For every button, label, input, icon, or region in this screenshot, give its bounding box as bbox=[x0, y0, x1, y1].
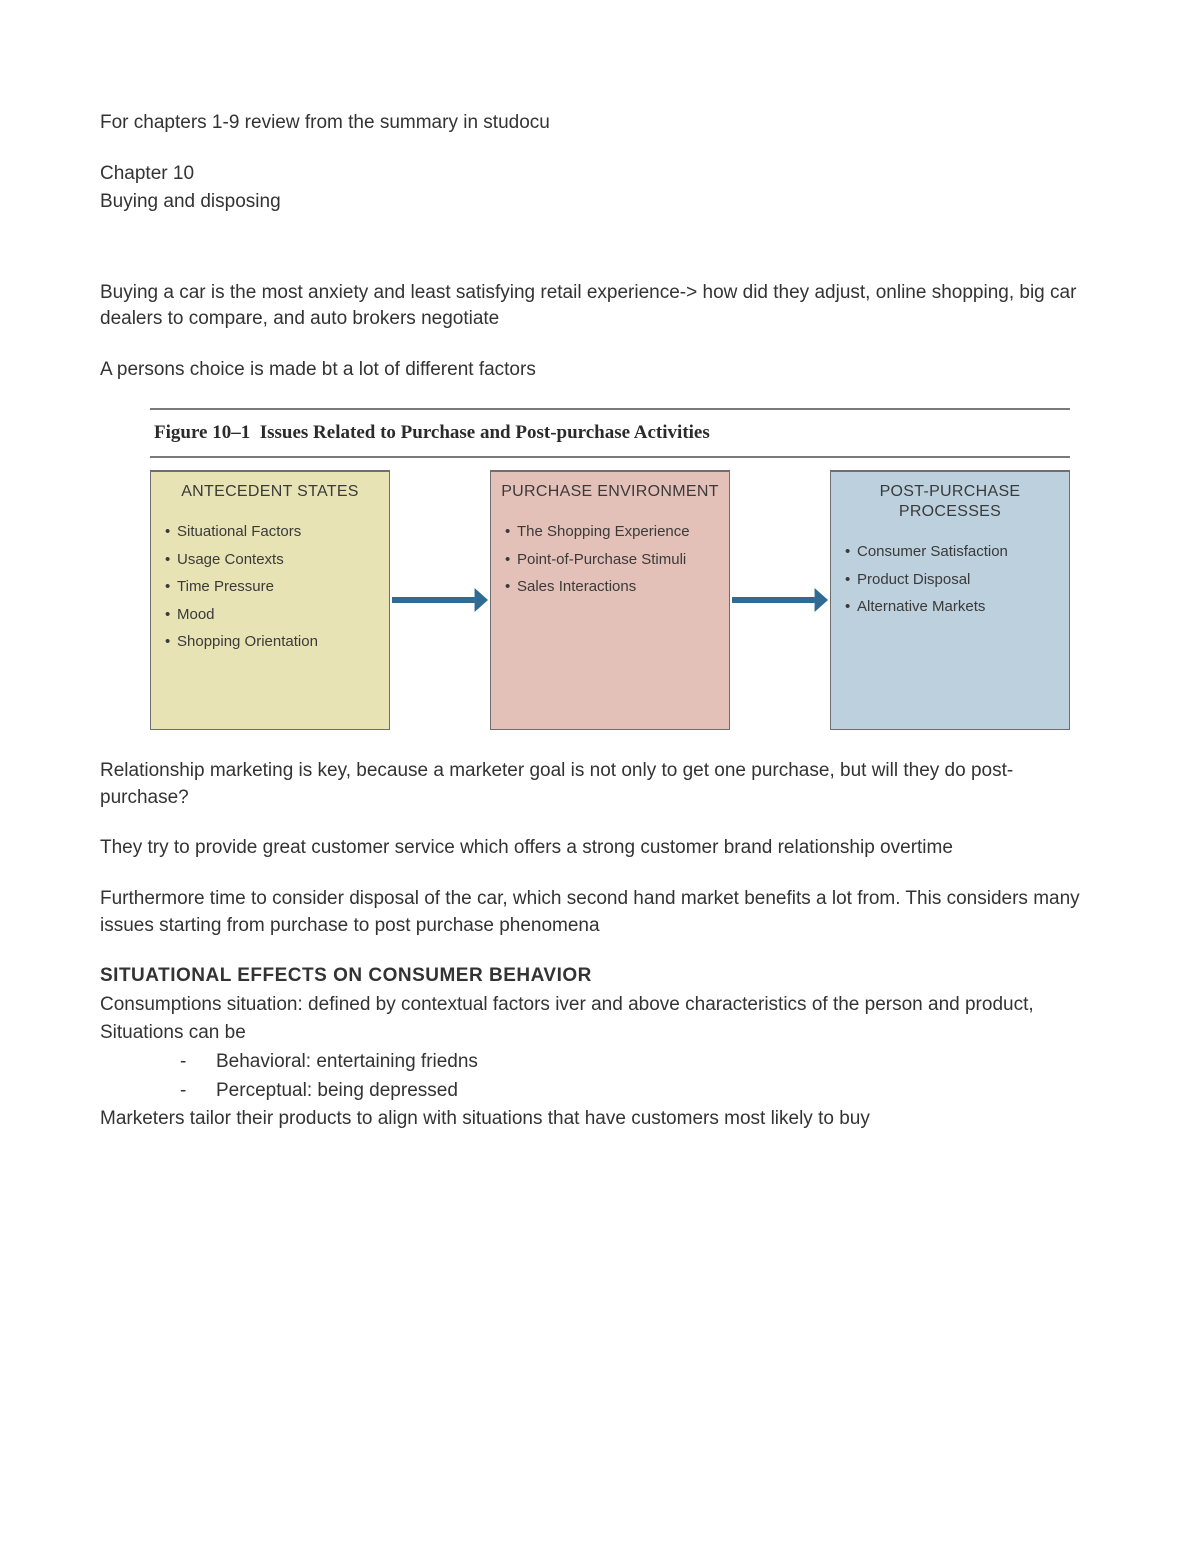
paragraph: Situations can be bbox=[100, 1020, 1100, 1047]
paragraph: Furthermore time to consider disposal of… bbox=[100, 886, 1100, 939]
box-bullets: Situational Factors Usage Contexts Time … bbox=[151, 510, 389, 670]
paragraph: Relationship marketing is key, because a… bbox=[100, 758, 1100, 811]
box-title: PURCHASE ENVIRONMENT bbox=[491, 472, 729, 510]
figure-title: Figure 10–1 Issues Related to Purchase a… bbox=[150, 410, 1070, 457]
bullet: Shopping Orientation bbox=[165, 632, 375, 652]
intro-line: For chapters 1-9 review from the summary… bbox=[100, 110, 1100, 137]
box-bullets: Consumer Satisfaction Product Disposal A… bbox=[831, 530, 1069, 635]
figure-label: Figure 10–1 bbox=[154, 422, 250, 443]
figure-row: ANTECEDENT STATES Situational Factors Us… bbox=[150, 458, 1070, 730]
box-title: ANTECEDENT STATES bbox=[151, 472, 389, 510]
bullet: Point-of-Purchase Stimuli bbox=[505, 550, 715, 570]
bullet: Time Pressure bbox=[165, 577, 375, 597]
paragraph: Marketers tailor their products to align… bbox=[100, 1106, 1100, 1133]
paragraph: They try to provide great customer servi… bbox=[100, 835, 1100, 862]
situations-list: Behavioral: entertaining friedns Percept… bbox=[100, 1049, 1100, 1104]
bullet: Consumer Satisfaction bbox=[845, 542, 1055, 562]
arrow-right-icon bbox=[392, 580, 488, 620]
bullet: The Shopping Experience bbox=[505, 522, 715, 542]
bullet: Situational Factors bbox=[165, 522, 375, 542]
box-title: POST-PURCHASE PROCESSES bbox=[831, 472, 1069, 530]
bullet: Sales Interactions bbox=[505, 577, 715, 597]
arrow-right-icon bbox=[732, 580, 828, 620]
bullet: Usage Contexts bbox=[165, 550, 375, 570]
section-heading: SITUATIONAL EFFECTS ON CONSUMER BEHAVIOR bbox=[100, 963, 1100, 990]
list-item: Perceptual: being depressed bbox=[180, 1078, 1100, 1105]
arrow-2 bbox=[730, 470, 830, 730]
chapter-number: Chapter 10 bbox=[100, 161, 1100, 188]
arrow-1 bbox=[390, 470, 490, 730]
bullet: Mood bbox=[165, 605, 375, 625]
chapter-subtitle: Buying and disposing bbox=[100, 189, 1100, 216]
paragraph: Buying a car is the most anxiety and lea… bbox=[100, 280, 1100, 333]
box-antecedent-states: ANTECEDENT STATES Situational Factors Us… bbox=[150, 470, 390, 730]
box-bullets: The Shopping Experience Point-of-Purchas… bbox=[491, 510, 729, 615]
paragraph: Consumptions situation: defined by conte… bbox=[100, 992, 1100, 1019]
bullet: Alternative Markets bbox=[845, 597, 1055, 617]
box-purchase-environment: PURCHASE ENVIRONMENT The Shopping Experi… bbox=[490, 470, 730, 730]
figure-10-1: Figure 10–1 Issues Related to Purchase a… bbox=[150, 408, 1070, 731]
list-item: Behavioral: entertaining friedns bbox=[180, 1049, 1100, 1076]
paragraph: A persons choice is made bt a lot of dif… bbox=[100, 357, 1100, 384]
spacer bbox=[100, 240, 1100, 280]
bullet: Product Disposal bbox=[845, 570, 1055, 590]
box-post-purchase-processes: POST-PURCHASE PROCESSES Consumer Satisfa… bbox=[830, 470, 1070, 730]
figure-title-text: Issues Related to Purchase and Post-purc… bbox=[260, 422, 710, 443]
